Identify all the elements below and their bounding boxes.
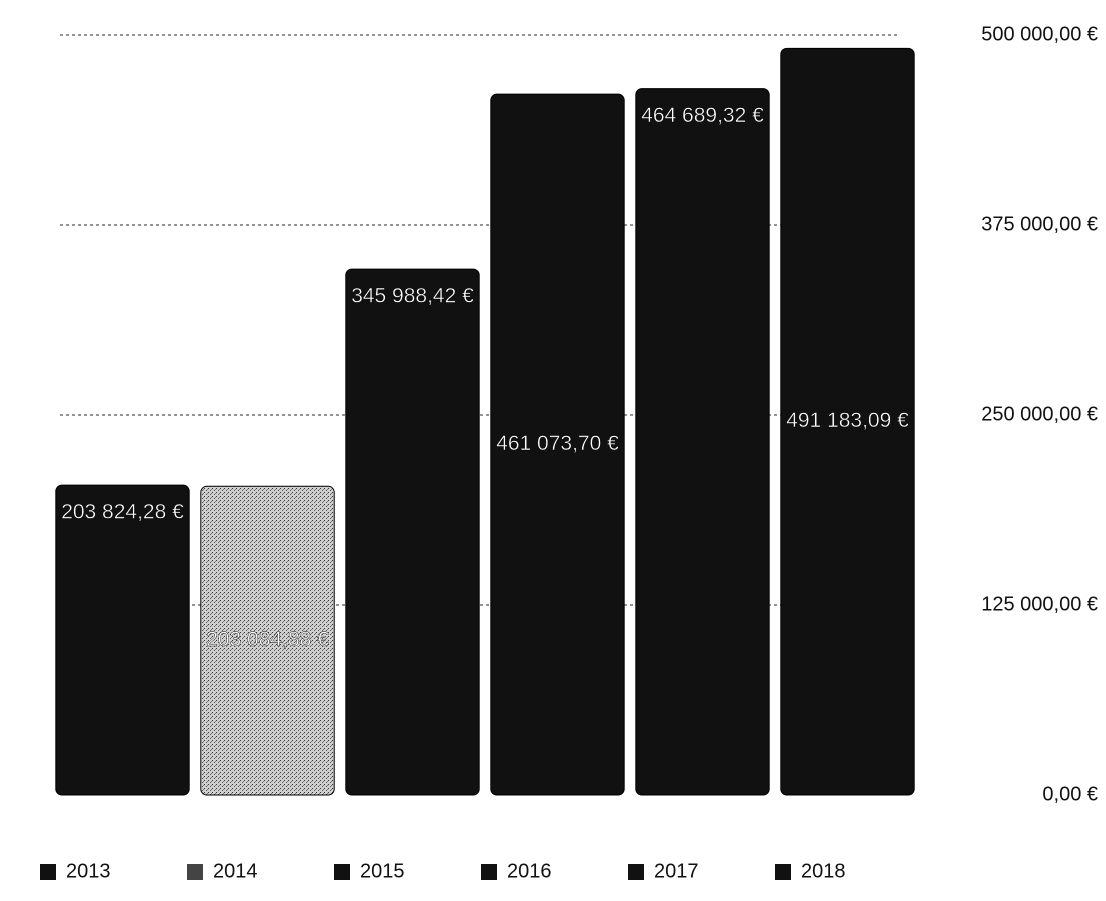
y-tick-label: 0,00 € xyxy=(1042,783,1098,805)
bar xyxy=(55,484,190,796)
legend-swatch xyxy=(628,864,644,880)
bar xyxy=(780,47,915,796)
y-tick-label: 125 000,00 € xyxy=(981,593,1098,615)
value-label: 464 689,32 € xyxy=(641,104,764,127)
y-tick-label: 500 000,00 € xyxy=(981,23,1098,45)
bar xyxy=(200,485,335,796)
legend-swatch xyxy=(187,864,203,880)
legend-swatch xyxy=(40,864,56,880)
legend-swatch xyxy=(481,864,497,880)
legend-label: 2018 xyxy=(801,860,846,882)
value-label: 461 073,70 € xyxy=(496,432,619,455)
legend-label: 2017 xyxy=(654,860,699,882)
bar xyxy=(345,268,480,796)
legend-swatch xyxy=(775,864,791,880)
value-label: 203 824,28 € xyxy=(61,501,184,524)
legend-label: 2013 xyxy=(66,860,111,882)
legend-swatch xyxy=(334,864,350,880)
legend-label: 2014 xyxy=(213,860,258,882)
value-label: 345 988,42 € xyxy=(351,285,474,308)
bar xyxy=(490,93,625,796)
value-label: 203 084,88 € xyxy=(206,628,329,651)
legend-label: 2015 xyxy=(360,860,405,882)
y-tick-label: 250 000,00 € xyxy=(981,403,1098,425)
bar xyxy=(635,88,770,796)
legend-label: 2016 xyxy=(507,860,552,882)
value-label: 491 183,09 € xyxy=(786,409,909,432)
y-tick-label: 375 000,00 € xyxy=(981,213,1098,235)
